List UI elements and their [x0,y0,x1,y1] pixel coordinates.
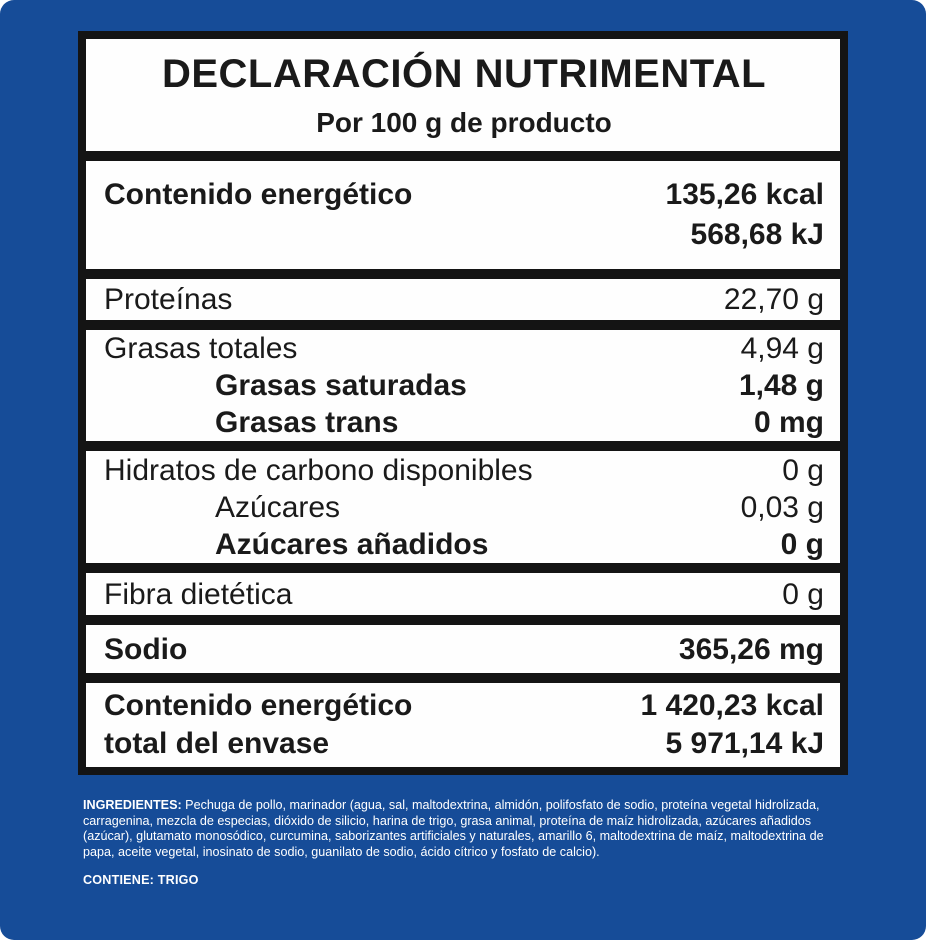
header-section: DECLARACIÓN NUTRIMENTAL Por 100 g de pro… [86,39,840,151]
nutrition-facts-panel: DECLARACIÓN NUTRIMENTAL Por 100 g de pro… [78,31,848,775]
sugars-value: 0,03 g [740,490,824,524]
fat-section: Grasas totales 4,94 g Grasas saturadas 1… [86,330,840,441]
energy-values: 135,26 kcal 568,68 kJ [666,175,824,255]
total-energy-values: 1 420,23 kcal 5 971,14 kJ [640,687,824,763]
sodium-label: Sodio [104,632,188,666]
fat-saturated-value: 1,48 g [738,369,824,402]
serving-basis: Por 100 g de producto [316,106,612,138]
page-title: DECLARACIÓN NUTRIMENTAL [161,51,767,96]
energy-label: Contenido energético [104,178,413,211]
fat-trans-value: 0 mg [753,406,824,439]
energy-kj-value: 568,68 kJ [690,218,824,251]
sodium-section: Sodio 365,26 mg [86,625,840,673]
protein-label: Proteínas [104,283,233,316]
ingredients-text: Pechuga de pollo, marinador (agua, sal, … [83,798,824,859]
fat-total-value: 4,94 g [740,332,824,365]
fat-trans-label: Grasas trans [215,406,399,439]
ingredients-statement: INGREDIENTES: Pechuga de pollo, marinado… [83,798,853,860]
fat-total-label: Grasas totales [104,332,298,365]
fat-saturated-label: Grasas saturadas [215,369,467,402]
fiber-value: 0 g [782,577,824,611]
allergen-statement: CONTIENE: TRIGO [83,873,199,888]
sugars-label: Azúcares [215,490,341,524]
total-energy-label-line1: Contenido energético [104,689,413,722]
added-sugars-value: 0 g [780,527,824,561]
energy-kcal-value: 135,26 kcal [665,178,824,211]
carbohydrate-section: Hidratos de carbono disponibles 0 g Azúc… [86,451,840,563]
total-energy-label: Contenido energético total del envase [104,687,412,763]
footer-text-block: INGREDIENTES: Pechuga de pollo, marinado… [83,798,853,887]
fiber-label: Fibra dietética [104,577,293,611]
total-energy-kj-value: 5 971,14 kJ [665,727,824,760]
sodium-value: 365,26 mg [678,632,824,666]
total-energy-section: Contenido energético total del envase 1 … [86,683,840,767]
protein-value: 22,70 g [723,283,824,316]
ingredients-heading: INGREDIENTES: [83,798,182,812]
carbs-label: Hidratos de carbono disponibles [104,453,533,487]
energy-section: Contenido energético 135,26 kcal 568,68 … [86,161,840,269]
added-sugars-label: Azúcares añadidos [215,527,489,561]
total-energy-label-line2: total del envase [104,727,330,760]
fiber-section: Fibra dietética 0 g [86,573,840,615]
protein-section: Proteínas 22,70 g [86,279,840,320]
carbs-value: 0 g [782,453,824,487]
total-energy-kcal-value: 1 420,23 kcal [640,689,824,722]
